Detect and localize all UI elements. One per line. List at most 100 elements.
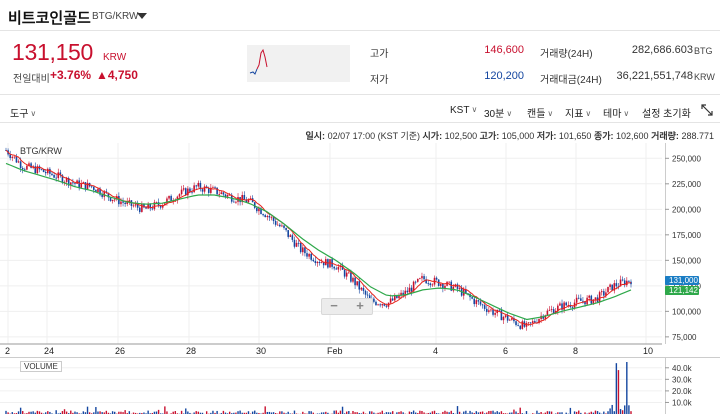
chevron-down-icon: ∨ bbox=[547, 109, 554, 118]
candle-body bbox=[36, 166, 39, 174]
candle-body bbox=[214, 187, 216, 189]
volume-bar bbox=[584, 412, 586, 414]
candle-body bbox=[613, 283, 616, 291]
candle-body bbox=[132, 205, 135, 207]
volume-bar bbox=[494, 412, 496, 414]
volume-bar bbox=[619, 409, 622, 414]
theme-menu[interactable]: 테마 ∨ bbox=[603, 105, 629, 120]
zoom-control bbox=[321, 298, 373, 315]
candle-body bbox=[356, 281, 358, 286]
volume-bar bbox=[289, 413, 291, 414]
volume-bar bbox=[274, 413, 277, 414]
volume-bar bbox=[521, 413, 524, 414]
volume-bar bbox=[538, 412, 540, 414]
volume-bar bbox=[57, 413, 59, 414]
candle-body bbox=[611, 284, 613, 291]
volume-bar bbox=[93, 412, 95, 414]
volume-bar bbox=[419, 410, 421, 414]
amount-label: 거래대금(24H) bbox=[540, 75, 602, 86]
volume-bar bbox=[124, 410, 126, 414]
volume-bar bbox=[210, 412, 212, 414]
timezone-menu[interactable]: KST ∨ bbox=[450, 105, 477, 116]
fullscreen-icon[interactable] bbox=[701, 103, 713, 121]
candle-body bbox=[297, 242, 300, 244]
price-chart[interactable] bbox=[0, 143, 665, 356]
candle-body bbox=[21, 168, 24, 170]
close-value: 102,600 bbox=[616, 131, 649, 141]
candle-menu[interactable]: 캔들 ∨ bbox=[527, 105, 553, 120]
candle-body bbox=[373, 298, 375, 302]
candle-body bbox=[385, 305, 388, 307]
volume-bar bbox=[126, 413, 128, 414]
candle-body bbox=[561, 303, 563, 310]
divider bbox=[0, 94, 720, 95]
zoom-in-button[interactable]: + bbox=[356, 298, 364, 313]
y-tick-label: 225,000 bbox=[672, 180, 701, 189]
y-tick-label: 150,000 bbox=[672, 256, 701, 265]
volume-bar bbox=[517, 413, 519, 414]
volume-bar bbox=[72, 412, 74, 414]
volume-bar bbox=[245, 412, 248, 414]
volume-bar bbox=[235, 412, 237, 414]
candle-body bbox=[57, 172, 60, 179]
volume-bar bbox=[613, 411, 615, 414]
candle-body bbox=[195, 185, 198, 187]
candle-body bbox=[61, 175, 64, 183]
candle-body bbox=[343, 269, 346, 277]
open-value: 102,500 bbox=[444, 131, 478, 141]
zoom-out-button[interactable]: − bbox=[330, 298, 338, 313]
volume-bar bbox=[149, 413, 151, 414]
candle-body bbox=[360, 287, 363, 290]
vol-tick-label: 30.0k bbox=[672, 375, 693, 384]
candle-body bbox=[17, 161, 20, 163]
volume-bar bbox=[293, 410, 296, 414]
candle-body bbox=[136, 204, 139, 208]
volume-bar bbox=[611, 404, 613, 414]
chevron-down-icon: ∨ bbox=[471, 105, 478, 114]
volume-bar bbox=[335, 410, 337, 414]
candle-body bbox=[304, 247, 306, 254]
candle-body bbox=[82, 182, 85, 184]
candle-body bbox=[218, 194, 221, 195]
candle-body bbox=[241, 195, 244, 203]
volume-bar bbox=[502, 413, 505, 414]
candle-body bbox=[427, 283, 430, 285]
volume-bar bbox=[224, 412, 227, 414]
candle-body bbox=[329, 259, 331, 268]
candle-body bbox=[289, 235, 292, 237]
volume-bar bbox=[36, 410, 39, 414]
indicator-menu[interactable]: 지표 ∨ bbox=[565, 105, 591, 120]
pair-dropdown-icon[interactable] bbox=[137, 13, 147, 19]
candle-body bbox=[216, 187, 218, 195]
volume-bar bbox=[348, 410, 350, 414]
candle-body bbox=[59, 172, 62, 176]
volume-bar bbox=[68, 413, 70, 414]
volume-bar bbox=[446, 411, 448, 414]
candle-body bbox=[421, 276, 423, 279]
volume-bar bbox=[95, 407, 97, 414]
candle-body bbox=[544, 315, 547, 319]
price-unit: KRW bbox=[103, 52, 127, 63]
candle-body bbox=[498, 309, 501, 311]
volume-bar bbox=[383, 413, 386, 414]
volume-bar bbox=[343, 413, 346, 414]
sparkline-down bbox=[249, 68, 258, 75]
volume-bar bbox=[38, 411, 41, 414]
candle-body bbox=[410, 287, 413, 292]
volume-bar bbox=[465, 410, 467, 414]
candle-body bbox=[423, 276, 425, 280]
candle-body bbox=[170, 195, 172, 202]
volume-bar bbox=[381, 410, 383, 414]
candle-body bbox=[51, 173, 53, 175]
candle-body bbox=[253, 202, 256, 208]
volume-bar bbox=[624, 405, 626, 414]
tools-menu[interactable]: 도구 ∨ bbox=[10, 105, 36, 120]
candle-body bbox=[164, 203, 166, 206]
candle-body bbox=[368, 295, 371, 299]
y-tick-label: 200,000 bbox=[672, 205, 701, 214]
volume-bar bbox=[128, 411, 131, 414]
volume-bar bbox=[30, 411, 32, 414]
interval-menu[interactable]: 30분 ∨ bbox=[484, 105, 512, 120]
reset-button[interactable]: 설정 초기화 bbox=[642, 109, 691, 120]
volume-bar bbox=[76, 412, 78, 414]
